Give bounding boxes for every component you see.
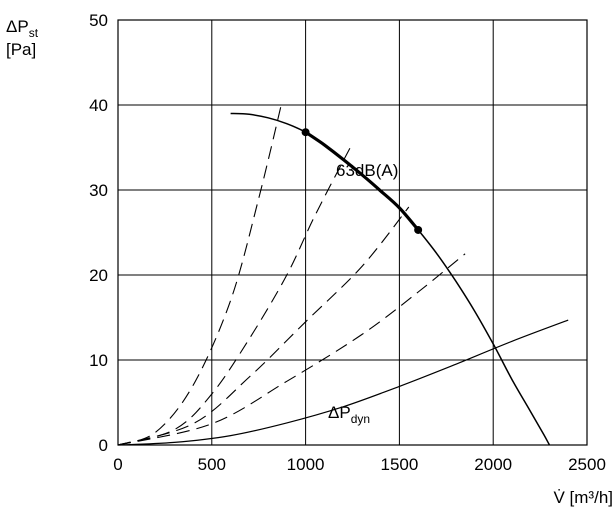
x-axis-label-prefix: V̇ <box>553 488 565 507</box>
x-axis-label-unit: [m³/h] <box>570 488 613 507</box>
annotation-pdyn: ΔPdyn <box>328 403 370 426</box>
x-tick-label: 0 <box>113 455 122 474</box>
x-axis-label: V̇ [m³/h] <box>553 488 613 507</box>
system-curve-dashed <box>117 143 353 446</box>
markers <box>301 128 423 234</box>
operating-point-marker <box>301 128 310 137</box>
x-tick-label: 1500 <box>380 455 418 474</box>
grid <box>118 20 587 445</box>
y-axis-label-sub: st <box>29 26 39 40</box>
y-tick-label: 50 <box>89 11 108 30</box>
annotation-pdyn-main: ΔP <box>328 403 351 422</box>
x-tick-label: 1000 <box>287 455 325 474</box>
x-tick-label: 500 <box>198 455 226 474</box>
system-curve-dashed <box>117 253 466 446</box>
annotation-63dba: 63dB(A) <box>336 161 398 180</box>
tick-labels: 0 500 1000 1500 2000 2500 0 10 20 30 40 50 <box>89 11 606 474</box>
y-tick-label: 10 <box>89 351 108 370</box>
y-tick-label: 40 <box>89 96 108 115</box>
system-curve-dashed <box>117 104 282 446</box>
annotation-pdyn-sub: dyn <box>351 412 370 426</box>
system-curve-dashed <box>117 206 410 446</box>
dynamic-pressure-line <box>117 319 569 446</box>
x-tick-label: 2000 <box>474 455 512 474</box>
y-tick-label: 30 <box>89 181 108 200</box>
y-axis-label: ΔPst <box>6 17 39 40</box>
y-axis-label-main: ΔP <box>6 17 29 36</box>
curves <box>117 104 569 446</box>
y-axis-unit: [Pa] <box>6 40 36 59</box>
y-tick-label: 20 <box>89 266 108 285</box>
x-tick-label: 2500 <box>568 455 606 474</box>
y-tick-label: 0 <box>99 436 108 455</box>
operating-point-marker <box>414 225 423 234</box>
plot-frame <box>117 19 588 446</box>
noise-63dba-segment <box>304 130 420 231</box>
